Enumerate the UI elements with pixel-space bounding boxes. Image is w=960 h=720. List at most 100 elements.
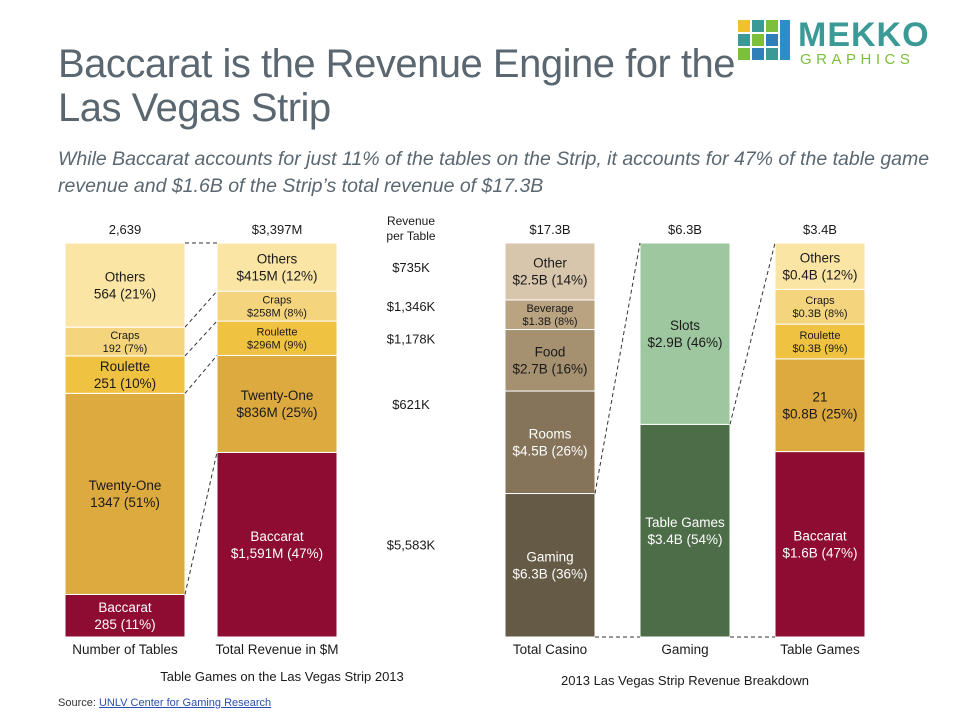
source-prefix: Source: (58, 697, 99, 709)
column-total-gaming: $6.3B (668, 222, 702, 237)
segment-name-total-revenue-in-m-others: Others (257, 251, 298, 266)
column-total-table-games: $3.4B (803, 222, 837, 237)
segment-value-total-casino-gaming: $6.3B (36%) (512, 566, 587, 581)
segment-value-gaming-slots: $2.9B (46%) (647, 335, 722, 350)
segment-value-number-of-tables-craps: 192 (7%) (103, 343, 148, 355)
bar-segment-gaming-table-games (639, 423, 731, 638)
segment-value-number-of-tables-roulette: 251 (10%) (94, 376, 156, 391)
bar-segment-number-of-tables-roulette (64, 355, 186, 394)
bar-segment-number-of-tables-others (64, 242, 186, 328)
segment-value-total-casino-beverage: $1.3B (8%) (522, 316, 577, 328)
segment-name-total-casino-gaming: Gaming (526, 549, 573, 564)
chart-footer-title-1: Table Games on the Las Vegas Strip 2013 (160, 669, 404, 684)
segment-value-number-of-tables-twenty-one: 1347 (51%) (90, 495, 160, 510)
bar-segment-total-casino-other (504, 242, 596, 301)
chart-title: Baccarat is the Revenue Engine for the L… (58, 42, 735, 130)
revenue-per-table-header-line2: per Table (386, 229, 435, 243)
segment-value-total-revenue-in-m-roulette: $296M (9%) (247, 340, 307, 352)
connector-line (184, 355, 218, 394)
segment-name-total-revenue-in-m-craps: Craps (262, 294, 292, 306)
chart-footer-title-2: 2013 Las Vegas Strip Revenue Breakdown (561, 673, 809, 688)
segment-value-table-games-roulette: $0.3B (9%) (792, 343, 847, 355)
segment-name-gaming-slots: Slots (670, 318, 700, 333)
bar-segment-total-casino-beverage (504, 299, 596, 331)
segment-name-total-revenue-in-m-roulette: Roulette (257, 327, 298, 339)
category-label-number-of-tables: Number of Tables (72, 642, 178, 657)
segment-name-table-games-roulette: Roulette (800, 330, 841, 342)
segment-value-table-games-craps: $0.3B (8%) (792, 308, 847, 320)
segment-value-total-revenue-in-m-craps: $258M (8%) (247, 307, 307, 319)
segment-name-total-revenue-in-m-twenty-one: Twenty-One (241, 388, 314, 403)
bar-segment-table-games-baccarat (774, 451, 866, 638)
column-total-total-revenue-in-m: $3,397M (252, 222, 303, 237)
revenue-per-table-others: $735K (392, 260, 430, 275)
logo-wordmark: MEKKO (798, 16, 930, 54)
bar-segment-total-casino-food (504, 329, 596, 392)
bar-segment-number-of-tables-twenty-one (64, 392, 186, 595)
connector-line (184, 290, 218, 328)
segment-value-table-games-21: $0.8B (25%) (782, 406, 857, 421)
category-label-total-revenue-in-m: Total Revenue in $M (215, 642, 338, 657)
segment-value-total-revenue-in-m-twenty-one: $836M (25%) (236, 405, 317, 420)
revenue-per-table-twenty-one: $621K (392, 397, 430, 412)
connector-line (594, 242, 641, 494)
chart-subtitle: While Baccarat accounts for just 11% of … (58, 148, 930, 197)
bar-segment-table-games-21 (774, 358, 866, 453)
segment-name-total-casino-rooms: Rooms (529, 427, 572, 442)
bar-segment-total-revenue-in-m-others (216, 242, 338, 292)
segment-name-number-of-tables-craps: Craps (110, 330, 140, 342)
category-label-table-games: Table Games (780, 642, 860, 657)
segment-name-table-games-baccarat: Baccarat (793, 529, 847, 544)
bar-segment-number-of-tables-craps (64, 326, 186, 357)
revenue-per-table-craps: $1,346K (387, 299, 436, 314)
segment-name-table-games-21: 21 (812, 389, 827, 404)
segment-value-number-of-tables-others: 564 (21%) (94, 286, 156, 301)
segment-name-table-games-others: Others (800, 250, 841, 265)
source-link[interactable]: UNLV Center for Gaming Research (98, 697, 272, 709)
segment-value-table-games-others: $0.4B (12%) (782, 267, 857, 282)
column-total-total-casino: $17.3B (529, 222, 570, 237)
segment-value-total-revenue-in-m-others: $415M (12%) (236, 268, 317, 283)
bar-segment-gaming-slots (639, 242, 731, 425)
segment-value-total-casino-rooms: $4.5B (26%) (512, 444, 587, 459)
segment-value-number-of-tables-baccarat: 285 (11%) (94, 617, 155, 632)
segment-name-total-revenue-in-m-baccarat: Baccarat (250, 529, 304, 544)
logo-subtext: GRAPHICS (800, 51, 915, 68)
connector-line (184, 452, 218, 595)
segment-value-gaming-table-games: $3.4B (54%) (647, 532, 722, 547)
revenue-per-table-header-line1: Revenue (387, 214, 435, 228)
bar-segment-total-revenue-in-m-roulette (216, 320, 338, 356)
bar-segment-table-games-roulette (774, 323, 866, 360)
segment-value-total-casino-food: $2.7B (16%) (512, 362, 587, 377)
connector-line (184, 320, 218, 357)
bar-segment-table-games-others (774, 242, 866, 290)
logo-grid-icon (738, 20, 790, 60)
segment-name-number-of-tables-twenty-one: Twenty-One (89, 478, 162, 493)
segment-name-gaming-table-games: Table Games (645, 515, 725, 530)
source-note: Source: UNLV Center for Gaming Research (58, 697, 271, 709)
revenue-per-table-baccarat: $5,583K (387, 538, 436, 553)
bar-segment-total-revenue-in-m-baccarat (216, 451, 338, 638)
bar-segment-total-casino-rooms (504, 390, 596, 495)
segment-name-table-games-craps: Craps (805, 295, 835, 307)
segment-name-total-casino-beverage: Beverage (526, 303, 573, 315)
mekko-logo: MEKKO GRAPHICS (738, 16, 938, 68)
category-label-total-casino: Total Casino (513, 642, 587, 657)
segment-name-number-of-tables-baccarat: Baccarat (98, 600, 152, 615)
segment-name-total-casino-other: Other (533, 256, 567, 271)
segment-value-total-casino-other: $2.5B (14%) (512, 273, 587, 288)
segment-name-number-of-tables-roulette: Roulette (100, 359, 150, 374)
segment-name-total-casino-food: Food (535, 345, 566, 360)
column-total-number-of-tables: 2,639 (109, 222, 142, 237)
revenue-per-table-roulette: $1,178K (387, 331, 436, 346)
bar-segment-total-casino-gaming (504, 493, 596, 638)
segment-name-number-of-tables-others: Others (105, 269, 146, 284)
segment-value-table-games-baccarat: $1.6B (47%) (782, 546, 857, 561)
connector-line (729, 242, 776, 425)
bar-segment-number-of-tables-baccarat (64, 593, 186, 638)
category-label-gaming: Gaming (661, 642, 708, 657)
bar-segment-table-games-craps (774, 288, 866, 325)
segment-value-total-revenue-in-m-baccarat: $1,591M (47%) (231, 546, 323, 561)
bar-segment-total-revenue-in-m-twenty-one (216, 354, 338, 453)
